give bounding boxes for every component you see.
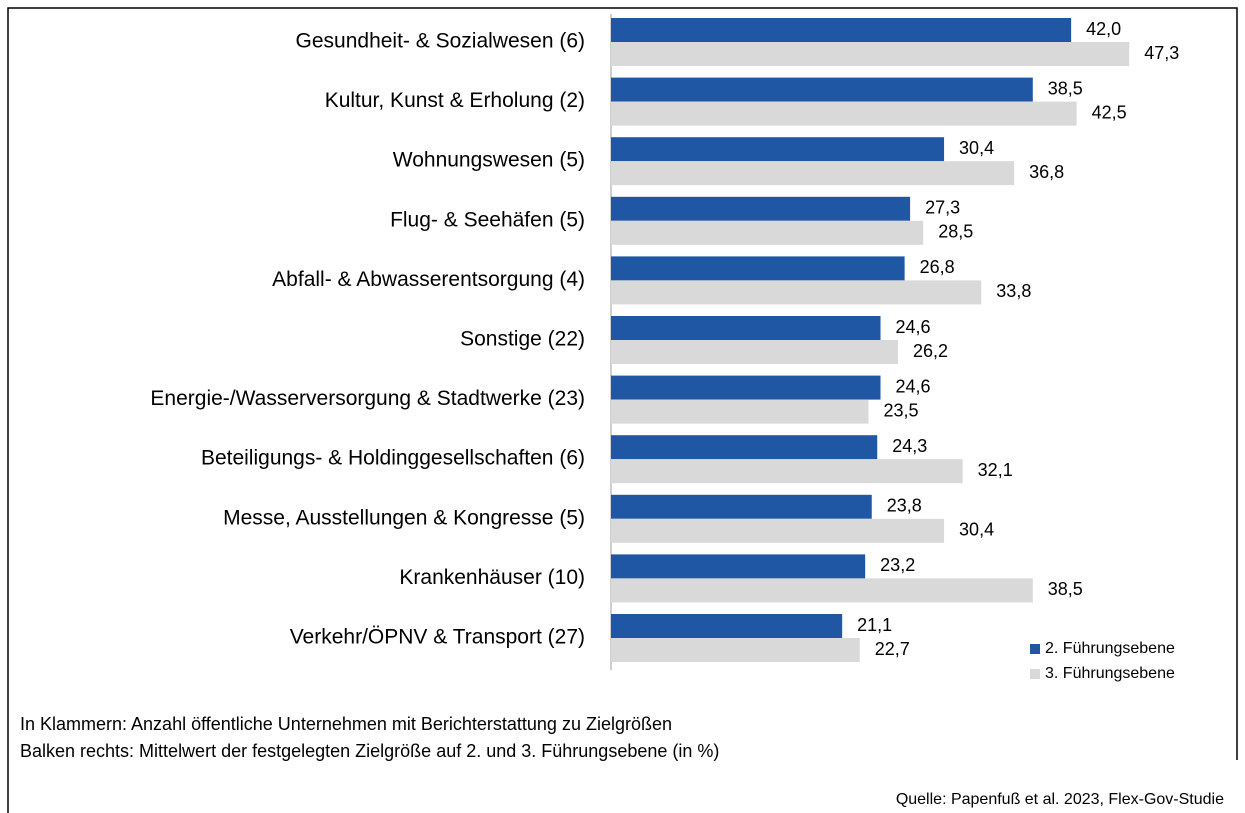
source: Quelle: Papenfuß et al. 2023, Flex-Gov-S… — [896, 791, 1224, 808]
bar — [611, 42, 1130, 66]
legend-label: 3. Führungsebene — [1045, 665, 1175, 682]
category-label: Abfall- & Abwasserentsorgung (4) — [272, 268, 585, 291]
value-label: 23,5 — [883, 400, 918, 420]
value-label: 27,3 — [925, 198, 960, 218]
value-label: 30,4 — [959, 138, 994, 158]
bar — [611, 340, 899, 364]
bar — [611, 578, 1033, 603]
category-label: Sonstige (22) — [460, 328, 585, 351]
bar — [611, 316, 881, 340]
legend-swatch — [1030, 669, 1040, 679]
value-label: 23,8 — [887, 496, 922, 516]
category-label: Wohnungswesen (5) — [393, 149, 585, 172]
legend-swatch — [1030, 644, 1040, 654]
bar — [611, 518, 945, 543]
bar — [611, 494, 872, 519]
value-label: 23,2 — [880, 555, 915, 575]
bar — [611, 459, 963, 484]
category-label: Messe, Ausstellungen & Kongresse (5) — [223, 506, 585, 529]
bar — [611, 18, 1072, 42]
value-label: 47,3 — [1144, 43, 1179, 63]
bar — [611, 638, 860, 662]
value-label: 30,4 — [959, 520, 994, 540]
frame — [7, 7, 1238, 813]
value-label: 22,7 — [875, 639, 910, 659]
value-label: 24,6 — [896, 376, 931, 396]
bar — [611, 256, 905, 281]
value-label: 42,0 — [1086, 19, 1121, 39]
category-label: Energie-/Wasserversorgung & Stadtwerke (… — [150, 387, 585, 410]
bar — [611, 101, 1077, 126]
category-label: Verkehr/ÖPNV & Transport (27) — [290, 626, 585, 649]
note: In Klammern: Anzahl öffentliche Unterneh… — [20, 714, 672, 734]
bar — [611, 220, 924, 245]
bar — [611, 614, 843, 638]
bar — [611, 375, 881, 400]
category-label: Beteiligungs- & Holdinggesellschaften (6… — [201, 447, 585, 470]
bar — [611, 554, 866, 579]
legend-label: 2. Führungsebene — [1045, 640, 1175, 657]
bar — [611, 399, 869, 424]
category-label: Krankenhäuser (10) — [399, 566, 585, 589]
note: Balken rechts: Mittelwert der festgelegt… — [20, 741, 719, 761]
value-label: 36,8 — [1029, 162, 1064, 182]
bar — [611, 280, 982, 305]
value-label: 33,8 — [996, 281, 1031, 301]
category-label: Gesundheit- & Sozialwesen (6) — [296, 30, 585, 53]
bar — [611, 196, 911, 221]
bar — [611, 77, 1033, 102]
category-label: Kultur, Kunst & Erholung (2) — [325, 89, 585, 112]
bar — [611, 161, 1015, 186]
value-label: 28,5 — [938, 222, 973, 242]
value-label: 26,2 — [913, 341, 948, 361]
value-label: 32,1 — [978, 460, 1013, 480]
value-label: 21,1 — [857, 615, 892, 635]
value-label: 38,5 — [1048, 579, 1083, 599]
value-label: 42,5 — [1092, 102, 1127, 122]
value-label: 38,5 — [1048, 78, 1083, 98]
bar — [611, 137, 945, 162]
value-label: 24,3 — [892, 436, 927, 456]
value-label: 24,6 — [896, 317, 931, 337]
category-label: Flug- & Seehäfen (5) — [390, 208, 585, 231]
bar — [611, 435, 878, 460]
value-label: 26,8 — [920, 257, 955, 277]
